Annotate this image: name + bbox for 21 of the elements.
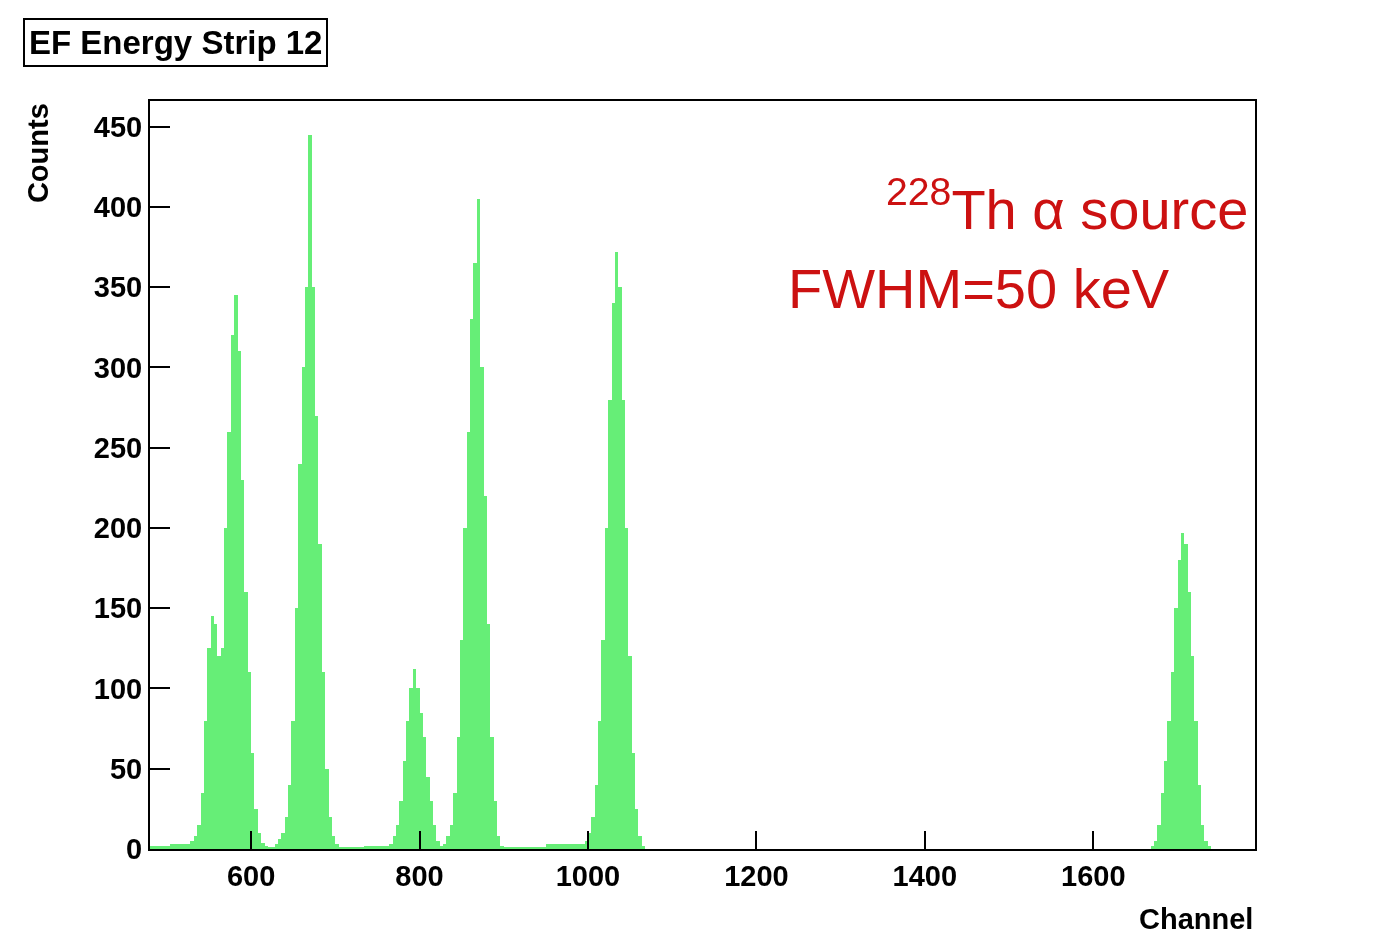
y-tick-label: 50: [109, 752, 143, 785]
x-tick-label: 600: [226, 859, 276, 892]
y-tick-label: 450: [93, 110, 143, 143]
y-tick-label: 150: [93, 592, 143, 625]
y-tick-label: 100: [93, 672, 143, 705]
x-axis-title: Channel: [1139, 903, 1254, 935]
y-tick-label: 350: [93, 271, 143, 304]
y-tick-label: 400: [93, 191, 143, 224]
x-tick-label: 1400: [892, 859, 958, 892]
chart-title: EF Energy Strip 12: [29, 24, 323, 61]
x-tick-label: 1200: [724, 859, 789, 892]
annotation: FWHM=50 keV: [788, 257, 1170, 320]
y-tick-label: 0: [126, 833, 143, 866]
y-tick-label: 250: [93, 431, 143, 464]
x-tick-label: 1600: [1061, 859, 1126, 892]
annotation: $^{228}$Th α source: [886, 170, 1249, 241]
x-tick-label: 1000: [555, 859, 621, 892]
y-axis-title: Counts: [22, 103, 55, 204]
y-tick-label: 200: [93, 512, 143, 545]
x-tick-label: 800: [395, 859, 444, 892]
y-tick-label: 300: [93, 351, 143, 384]
